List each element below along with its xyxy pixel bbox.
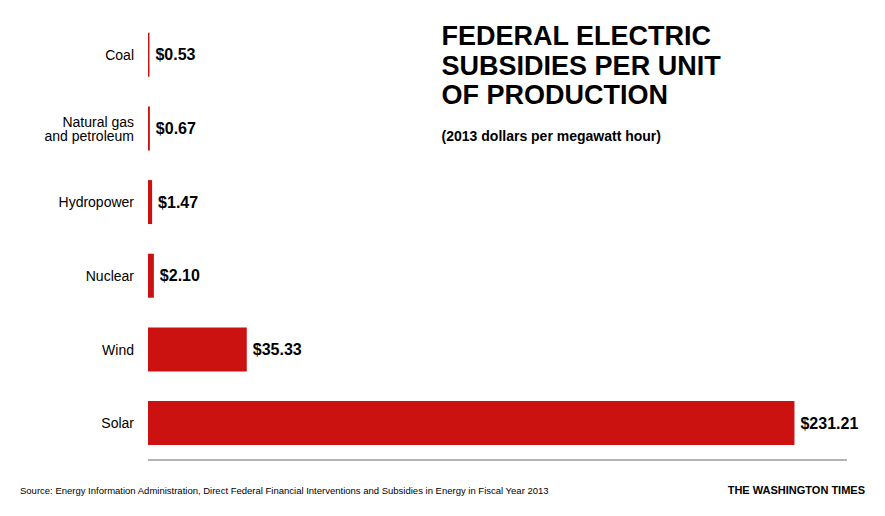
html-text:(2013 dollars per megawatt hou: (2013 dollars per megawatt hour) xyxy=(441,128,661,144)
svg-text:$0.67: $0.67 xyxy=(156,120,196,137)
svg-text:$0.53: $0.53 xyxy=(155,46,195,63)
html-text:THE WASHINGTON TIMES: THE WASHINGTON TIMES xyxy=(727,484,865,496)
svg-text:Natural gasand petroleum: Natural gasand petroleum xyxy=(44,114,134,144)
svg-text:Wind: Wind xyxy=(102,342,134,358)
svg-text:$35.33: $35.33 xyxy=(253,341,302,358)
svg-text:$231.21: $231.21 xyxy=(800,415,858,432)
html-text:FEDERAL ELECTRIC SUBSIDIES PER: FEDERAL ELECTRIC SUBSIDIES PER UNIT OF P… xyxy=(441,21,721,111)
svg-text:Coal: Coal xyxy=(105,47,134,63)
svg-text:$2.10: $2.10 xyxy=(160,267,200,284)
svg-text:Nuclear: Nuclear xyxy=(86,268,135,284)
svg-text:Solar: Solar xyxy=(101,415,134,431)
svg-text:Hydropower: Hydropower xyxy=(59,194,135,210)
svg-text:$1.47: $1.47 xyxy=(158,194,198,211)
html-text:Source: Energy Information Adm: Source: Energy Information Administratio… xyxy=(20,485,549,496)
